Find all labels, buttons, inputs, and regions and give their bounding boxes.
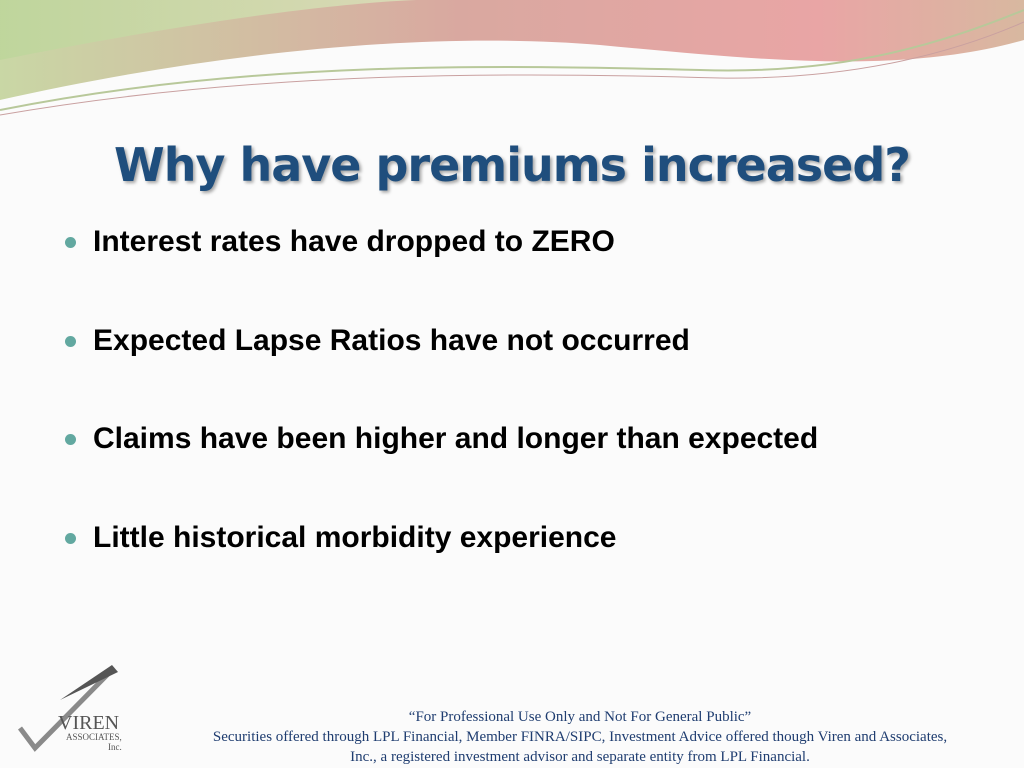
footer: “For Professional Use Only and Not For G…: [130, 707, 1024, 767]
bullet: Expected Lapse Ratios have not occurred: [62, 321, 818, 420]
bullet: Claims have been higher and longer than …: [62, 419, 818, 518]
logo-sub: ASSOCIATES,: [66, 732, 122, 742]
logo-inc: Inc.: [108, 742, 122, 752]
bullet: Interest rates have dropped to ZERO: [62, 222, 818, 321]
footer-line: Securities offered through LPL Financial…: [212, 729, 948, 745]
footer-line: Inc., a registered investment advisor an…: [350, 749, 810, 765]
bullet: Little historical morbidity experience: [62, 518, 818, 617]
title: Why have premiums increased?: [114, 138, 911, 192]
footer-line: “For Professional Use Only and Not For G…: [408, 709, 752, 725]
bullet-list: Interest rates have dropped to ZERO Expec…: [62, 222, 818, 616]
logo-name: VIREN: [58, 712, 120, 734]
